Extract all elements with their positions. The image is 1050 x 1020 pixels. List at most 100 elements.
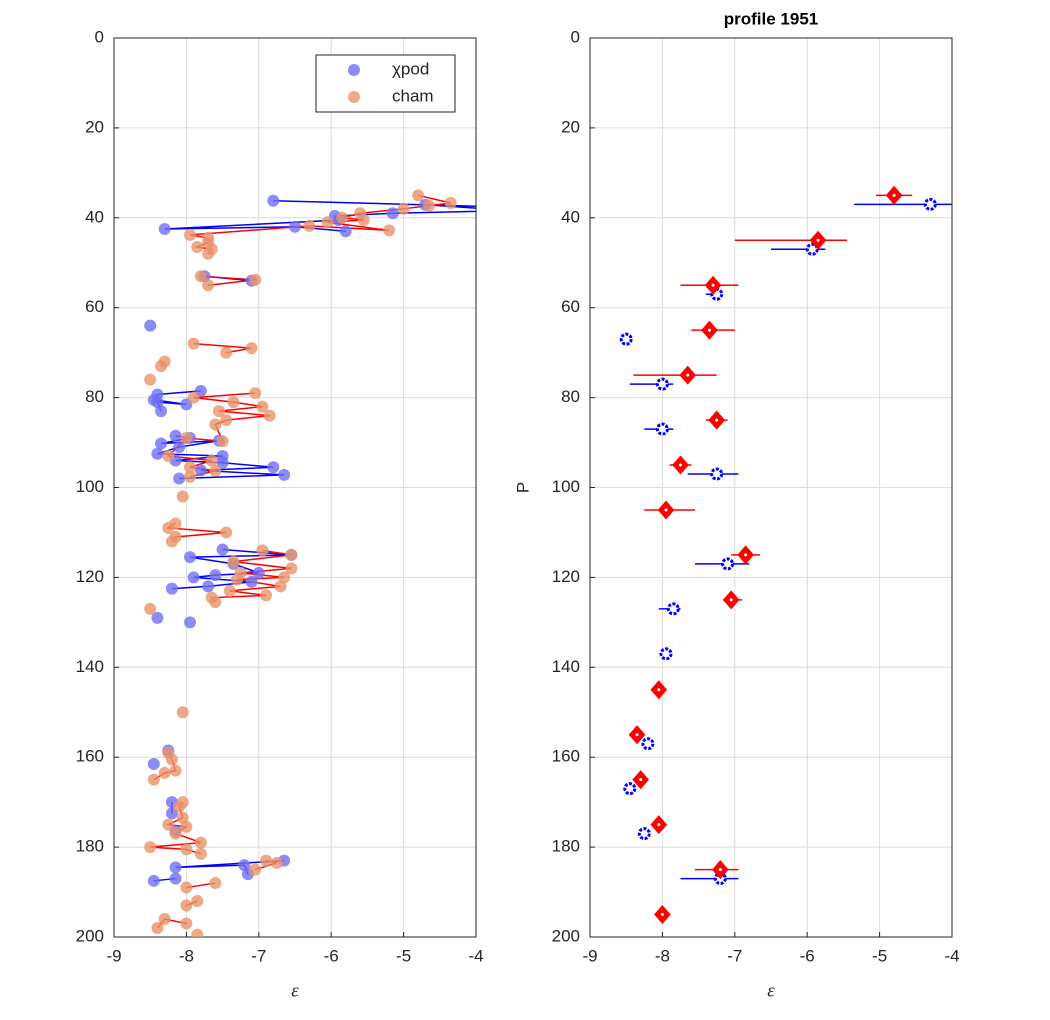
x-tick-label: -7 xyxy=(727,946,742,965)
x-tick-label: -4 xyxy=(944,946,959,965)
point xyxy=(165,753,178,766)
legend-label: χpod xyxy=(392,59,429,78)
point xyxy=(278,468,291,481)
point-center xyxy=(635,733,639,737)
point xyxy=(245,575,258,588)
point xyxy=(184,470,197,483)
point xyxy=(184,551,197,564)
axes-frame xyxy=(589,37,953,938)
point xyxy=(710,467,724,481)
point xyxy=(227,396,240,409)
point-center xyxy=(686,373,690,377)
y-tick-label: 80 xyxy=(85,387,104,406)
point xyxy=(180,917,193,930)
point-center xyxy=(892,193,896,197)
point xyxy=(147,773,160,786)
point xyxy=(176,490,189,503)
legend-marker xyxy=(348,91,360,103)
point xyxy=(655,377,669,391)
point xyxy=(412,189,425,202)
plot-layer xyxy=(144,189,518,937)
y-tick-label: 200 xyxy=(76,926,104,945)
point xyxy=(220,346,233,359)
point xyxy=(180,881,193,894)
x-axis-label: ε xyxy=(291,980,299,1001)
y-tick-label: 100 xyxy=(552,477,580,496)
point xyxy=(184,228,197,241)
y-tick-label: 180 xyxy=(76,837,104,856)
point xyxy=(151,447,164,460)
point xyxy=(260,589,273,602)
point xyxy=(155,405,168,418)
point xyxy=(805,242,819,256)
point xyxy=(267,461,280,474)
point xyxy=(144,373,157,386)
point xyxy=(194,270,207,283)
point xyxy=(151,611,164,624)
point xyxy=(184,461,197,474)
y-tick-label: 60 xyxy=(561,297,580,316)
x-tick-label: -5 xyxy=(872,946,887,965)
y-tick-label: 80 xyxy=(561,387,580,406)
point xyxy=(336,211,349,224)
point xyxy=(184,616,197,629)
point xyxy=(220,526,233,539)
point xyxy=(339,225,352,238)
point xyxy=(187,391,200,404)
point xyxy=(147,757,160,770)
y-tick-label: 120 xyxy=(76,567,104,586)
point xyxy=(619,332,633,346)
point xyxy=(422,199,435,212)
point xyxy=(506,205,518,217)
point xyxy=(623,782,637,796)
point xyxy=(180,432,193,445)
point xyxy=(209,596,222,609)
legend-label: cham xyxy=(392,86,434,105)
point xyxy=(155,437,168,450)
x-tick-label: -8 xyxy=(179,946,194,965)
point xyxy=(655,422,669,436)
point xyxy=(321,216,334,229)
point xyxy=(499,201,511,213)
point xyxy=(289,220,301,233)
point-center xyxy=(718,868,722,872)
point xyxy=(176,811,189,824)
chart-title: profile 1951 xyxy=(724,9,819,28)
x-tick-label: -4 xyxy=(468,946,483,965)
point xyxy=(176,706,189,719)
point xyxy=(209,464,222,477)
point-center xyxy=(664,508,668,512)
point xyxy=(202,247,215,260)
point xyxy=(144,602,157,615)
y-tick-label: 100 xyxy=(76,477,104,496)
point xyxy=(278,571,291,584)
point xyxy=(158,223,171,236)
point xyxy=(263,409,276,422)
x-tick-label: -7 xyxy=(251,946,266,965)
point xyxy=(180,843,193,856)
point xyxy=(165,535,178,548)
point xyxy=(144,841,157,854)
point xyxy=(209,877,222,890)
point xyxy=(249,273,262,286)
x-tick-label: -6 xyxy=(324,946,339,965)
point xyxy=(173,472,186,485)
point xyxy=(212,405,225,418)
point xyxy=(303,219,316,232)
point xyxy=(169,861,182,874)
point xyxy=(270,856,283,869)
point-center xyxy=(679,463,682,467)
point xyxy=(249,863,262,876)
point xyxy=(151,396,164,409)
point xyxy=(165,582,178,595)
point xyxy=(256,400,269,413)
point xyxy=(187,337,200,350)
x-tick-label: -6 xyxy=(800,946,815,965)
point xyxy=(194,847,207,860)
point xyxy=(191,241,204,254)
point xyxy=(249,387,262,400)
y-tick-label: 40 xyxy=(85,207,104,226)
axes-frame xyxy=(113,37,477,938)
point xyxy=(151,922,164,935)
point xyxy=(194,836,207,849)
